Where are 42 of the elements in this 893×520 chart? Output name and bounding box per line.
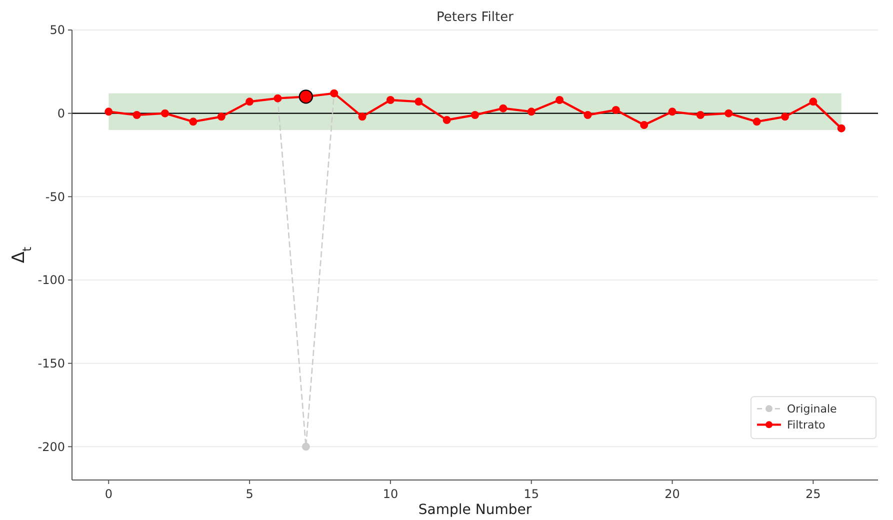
point [752, 118, 761, 126]
point [217, 112, 226, 121]
point [161, 109, 169, 118]
x-tick-label: 0 [104, 487, 112, 501]
point [809, 98, 818, 106]
y-tick-label: -100 [38, 273, 65, 288]
x-tick-label: 25 [806, 487, 821, 501]
point [696, 111, 704, 119]
y-tick-label: -50 [45, 190, 65, 204]
point [499, 104, 508, 112]
y-tick-label: 50 [50, 23, 65, 38]
point [414, 98, 423, 106]
point [724, 109, 733, 118]
x-tick-label: 10 [382, 487, 398, 501]
point [298, 90, 314, 104]
point [302, 442, 310, 451]
y-tick-label: -200 [38, 440, 65, 454]
point [612, 106, 620, 114]
point [189, 118, 198, 126]
point [104, 108, 113, 116]
point [640, 121, 648, 129]
point [668, 108, 676, 116]
point [358, 112, 366, 121]
point [246, 98, 254, 106]
point [527, 108, 536, 116]
point [837, 124, 846, 132]
chart-title: Peters Filter [436, 10, 514, 25]
point [584, 111, 592, 119]
x-axis-title: Sample Number [418, 502, 532, 518]
point [471, 111, 479, 119]
point [132, 111, 141, 119]
x-tick-label: 15 [524, 487, 540, 501]
legend-label: Originale [787, 402, 838, 416]
legend-label: Filtrato [787, 418, 826, 432]
point [781, 112, 789, 121]
y-tick-label: -150 [38, 356, 65, 371]
x-tick-label: 5 [246, 487, 254, 501]
point [556, 96, 564, 104]
y-tick-label: 0 [57, 106, 65, 121]
point [442, 116, 451, 124]
x-tick-label: 20 [664, 487, 680, 501]
point [386, 96, 394, 104]
